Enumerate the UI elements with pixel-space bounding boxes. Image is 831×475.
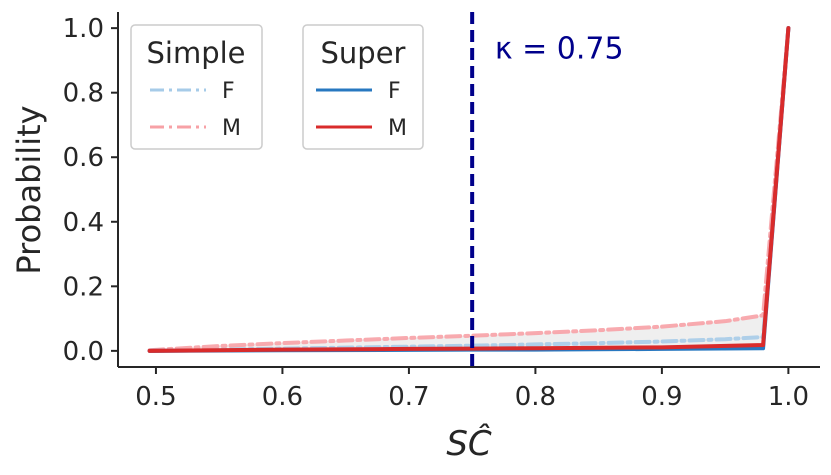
x-axis-label: SĈ (446, 423, 492, 464)
y-ticks: 0.0 0.2 0.4 0.6 0.8 1.0 (63, 14, 118, 367)
x-tick-label: 0.5 (135, 382, 176, 412)
x-ticks: 0.5 0.6 0.7 0.8 0.9 1.0 (135, 367, 809, 412)
y-tick-label: 0.2 (63, 272, 104, 302)
x-tick-label: 1.0 (768, 382, 809, 412)
y-tick-label: 0.4 (63, 208, 104, 238)
legend-simple-f-label: F (222, 79, 235, 104)
y-tick-label: 0.0 (63, 337, 104, 367)
y-tick-label: 0.8 (63, 79, 104, 109)
legend-super-frame (302, 24, 424, 150)
x-tick-label: 0.7 (388, 382, 429, 412)
y-axis-label: Probability (10, 105, 48, 274)
legend-super: Super F M (302, 24, 424, 150)
x-tick-label: 0.8 (515, 382, 556, 412)
series-line-simple-m (147, 26, 791, 353)
legend-simple-frame (130, 24, 263, 150)
legend-simple-title: Simple (146, 36, 245, 70)
series-layer (147, 26, 791, 353)
legend-simple-m-label: M (222, 116, 241, 141)
annotation-kappa: κ = 0.75 (495, 32, 624, 67)
y-tick-label: 0.6 (63, 143, 104, 173)
x-tick-label: 0.6 (262, 382, 303, 412)
legend-simple: Simple F M (130, 24, 263, 150)
x-tick-label: 0.9 (641, 382, 682, 412)
legend-super-title: Super (321, 36, 406, 70)
legend-super-f-label: F (388, 79, 401, 104)
y-tick-label: 1.0 (63, 14, 104, 44)
series-line-super-m (147, 26, 791, 353)
legend-super-m-label: M (388, 116, 407, 141)
